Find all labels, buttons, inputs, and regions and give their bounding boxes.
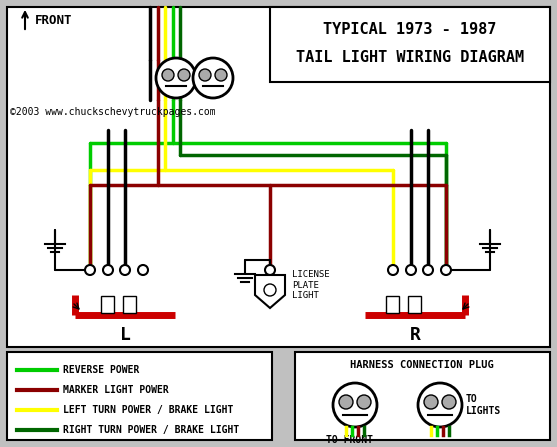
Circle shape xyxy=(423,265,433,275)
Circle shape xyxy=(162,69,174,81)
Circle shape xyxy=(418,383,462,427)
Circle shape xyxy=(442,395,456,409)
Text: LICENSE
PLATE
LIGHT: LICENSE PLATE LIGHT xyxy=(292,270,330,300)
Text: TO FRONT: TO FRONT xyxy=(326,435,374,445)
Text: REVERSE POWER: REVERSE POWER xyxy=(63,365,139,375)
Bar xyxy=(7,352,272,440)
Bar xyxy=(270,7,550,82)
Circle shape xyxy=(264,284,276,296)
Text: R: R xyxy=(409,326,421,344)
Text: RIGHT TURN POWER / BRAKE LIGHT: RIGHT TURN POWER / BRAKE LIGHT xyxy=(63,425,240,435)
Circle shape xyxy=(193,58,233,98)
Text: MARKER LIGHT POWER: MARKER LIGHT POWER xyxy=(63,385,169,395)
Polygon shape xyxy=(255,275,285,308)
Circle shape xyxy=(199,69,211,81)
Circle shape xyxy=(178,69,190,81)
Circle shape xyxy=(138,265,148,275)
Text: TAIL LIGHT WIRING DIAGRAM: TAIL LIGHT WIRING DIAGRAM xyxy=(296,51,524,66)
Circle shape xyxy=(215,69,227,81)
Text: TO
LIGHTS: TO LIGHTS xyxy=(466,394,501,416)
Circle shape xyxy=(103,265,113,275)
Circle shape xyxy=(406,265,416,275)
Circle shape xyxy=(120,265,130,275)
Circle shape xyxy=(424,395,438,409)
Bar xyxy=(123,296,136,313)
Circle shape xyxy=(333,383,377,427)
Text: TYPICAL 1973 - 1987: TYPICAL 1973 - 1987 xyxy=(323,22,497,38)
Circle shape xyxy=(265,265,275,275)
Text: L: L xyxy=(120,326,130,344)
Circle shape xyxy=(388,265,398,275)
Bar xyxy=(101,296,114,313)
Text: LEFT TURN POWER / BRAKE LIGHT: LEFT TURN POWER / BRAKE LIGHT xyxy=(63,405,233,415)
Text: ©2003 www.chuckschevytruckpages.com: ©2003 www.chuckschevytruckpages.com xyxy=(10,107,216,117)
Circle shape xyxy=(357,395,371,409)
Circle shape xyxy=(85,265,95,275)
Text: HARNESS CONNECTION PLUG: HARNESS CONNECTION PLUG xyxy=(350,360,494,370)
Bar xyxy=(408,296,421,313)
Bar xyxy=(386,296,399,313)
Text: FRONT: FRONT xyxy=(35,13,72,26)
Bar xyxy=(7,7,550,347)
Circle shape xyxy=(156,58,196,98)
Circle shape xyxy=(339,395,353,409)
Circle shape xyxy=(441,265,451,275)
Bar xyxy=(295,352,550,440)
